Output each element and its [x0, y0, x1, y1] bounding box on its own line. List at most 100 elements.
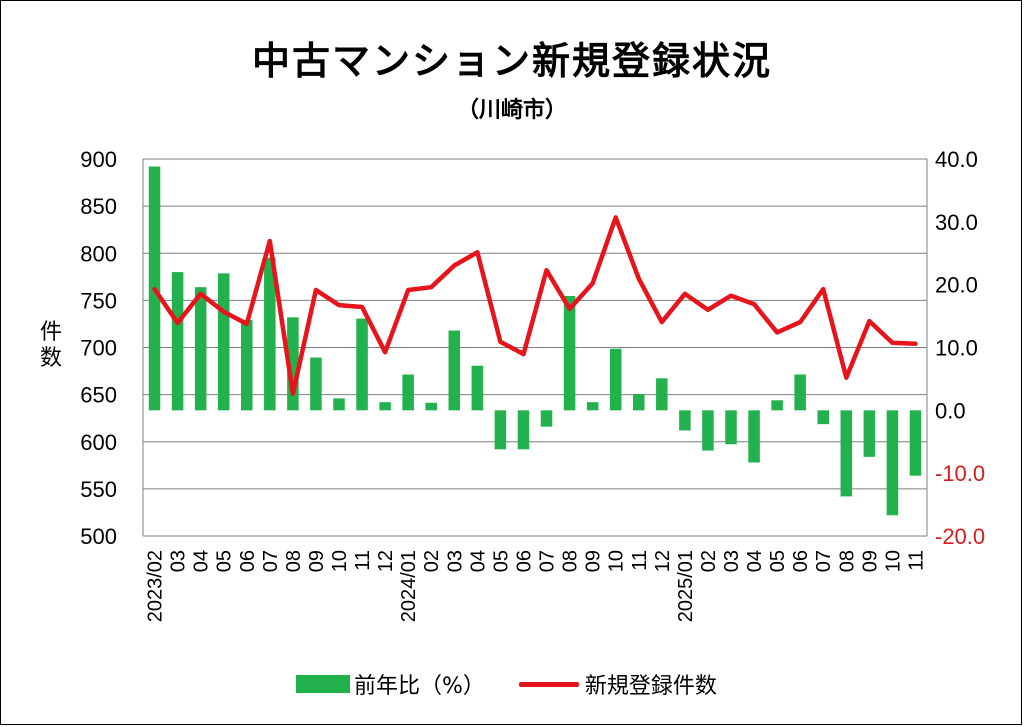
bar — [609, 348, 622, 411]
gridlines — [142, 158, 928, 537]
x-tick-label: 06 — [237, 550, 259, 572]
x-tick-label: 10 — [329, 550, 351, 572]
x-tick-label: 05 — [214, 550, 236, 572]
left-tick-label: 600 — [80, 430, 117, 455]
bar — [563, 295, 576, 411]
legend-item-bar: 前年比（%） — [296, 668, 485, 700]
bar — [748, 410, 760, 463]
bar — [725, 410, 737, 445]
left-tick-label: 800 — [80, 241, 117, 266]
x-tick-label: 10 — [606, 550, 628, 572]
x-tick-label: 03 — [444, 550, 466, 572]
left-tick-label: 650 — [80, 383, 117, 408]
right-tick-label: 20.0 — [935, 273, 978, 298]
left-tick-label: 750 — [80, 288, 117, 313]
bar — [702, 410, 714, 451]
bar — [448, 330, 461, 411]
bar — [909, 410, 922, 476]
bar — [794, 374, 806, 411]
x-tick-label: 09 — [859, 550, 881, 572]
x-tick-label: 05 — [490, 550, 512, 572]
bar — [402, 374, 414, 411]
x-tick-label: 12 — [375, 550, 397, 572]
line-series — [152, 215, 918, 396]
x-tick-label: 06 — [513, 550, 535, 572]
left-tick-label: 900 — [80, 147, 117, 172]
x-tick-label: 03 — [168, 550, 190, 572]
bar — [817, 410, 829, 425]
x-tick-label: 02 — [421, 550, 443, 572]
left-tick-label: 500 — [80, 524, 117, 549]
x-tick-label: 11 — [905, 550, 927, 571]
bar — [241, 319, 253, 411]
bar — [333, 398, 345, 411]
x-tick-label: 06 — [790, 550, 812, 572]
bar — [287, 317, 299, 411]
bar — [217, 273, 230, 411]
bar — [171, 272, 184, 411]
bar — [517, 410, 530, 450]
right-tick-label: 30.0 — [935, 210, 978, 235]
x-tick-label: 07 — [260, 550, 282, 572]
x-tick-label: 2023/02 — [145, 550, 167, 622]
bar — [494, 410, 507, 450]
bar-series — [148, 166, 922, 516]
x-tick-label: 2024/01 — [398, 550, 420, 622]
legend-item-line: 新規登録件数 — [518, 668, 717, 700]
legend: 前年比（%） 新規登録件数 — [296, 668, 751, 700]
x-axis-ticks: 2023/02 03 04 05 06 07 08 09 10 11 12 2024/01 02 03 04… — [145, 550, 928, 622]
left-tick-label: 850 — [80, 194, 117, 219]
x-tick-label: 04 — [467, 550, 489, 572]
x-tick-label: 08 — [560, 550, 582, 572]
bar — [633, 393, 645, 411]
x-tick-label: 08 — [836, 550, 858, 572]
bar — [310, 357, 322, 411]
x-tick-label: 09 — [306, 550, 328, 572]
x-tick-label: 07 — [537, 550, 559, 572]
right-axis-ticks: 40.0 30.0 20.0 10.0 0.0 -10.0 -20.0 — [935, 147, 985, 549]
x-tick-label: 08 — [283, 550, 305, 572]
bar — [840, 410, 853, 497]
chart-subtitle: （川崎市） — [456, 98, 567, 123]
right-tick-label: -10.0 — [935, 461, 985, 486]
x-tick-label: 12 — [652, 550, 674, 572]
bar — [863, 410, 876, 457]
left-tick-label: 700 — [80, 336, 117, 361]
bar — [471, 365, 484, 411]
x-tick-label: 07 — [813, 550, 835, 572]
right-tick-label: -20.0 — [935, 524, 985, 549]
legend-label-bar: 前年比（%） — [354, 674, 485, 699]
x-tick-label: 2025/01 — [675, 550, 697, 622]
legend-label-line: 新規登録件数 — [584, 674, 717, 699]
bar — [379, 402, 391, 411]
bar — [540, 410, 553, 427]
bar — [356, 318, 368, 411]
right-tick-label: 40.0 — [935, 147, 978, 172]
chart-title: 中古マンション新規登録状況 — [251, 39, 772, 83]
bar — [886, 410, 899, 516]
x-tick-label: 11 — [352, 550, 374, 571]
left-axis-ticks: 500 550 600 650 700 750 800 850 900 — [80, 147, 117, 549]
x-tick-label: 09 — [583, 550, 605, 572]
x-tick-label: 02 — [698, 550, 720, 572]
x-tick-label: 11 — [629, 550, 651, 571]
bar — [679, 410, 691, 431]
bar — [194, 287, 207, 411]
right-tick-label: 10.0 — [935, 336, 978, 361]
bar — [586, 402, 599, 411]
legend-swatch-bar — [296, 675, 350, 693]
x-tick-label: 04 — [191, 550, 213, 572]
bar — [656, 378, 668, 411]
x-tick-label: 10 — [882, 550, 904, 572]
legend-swatch-line — [518, 681, 579, 687]
right-tick-label: 0.0 — [935, 398, 966, 423]
x-tick-label: 03 — [721, 550, 743, 572]
left-tick-label: 550 — [80, 477, 117, 502]
bar — [771, 400, 783, 411]
y-axis-label: 件数 — [39, 320, 62, 371]
x-tick-label: 04 — [744, 550, 766, 572]
series-line — [152, 215, 918, 396]
x-tick-label: 05 — [767, 550, 789, 572]
